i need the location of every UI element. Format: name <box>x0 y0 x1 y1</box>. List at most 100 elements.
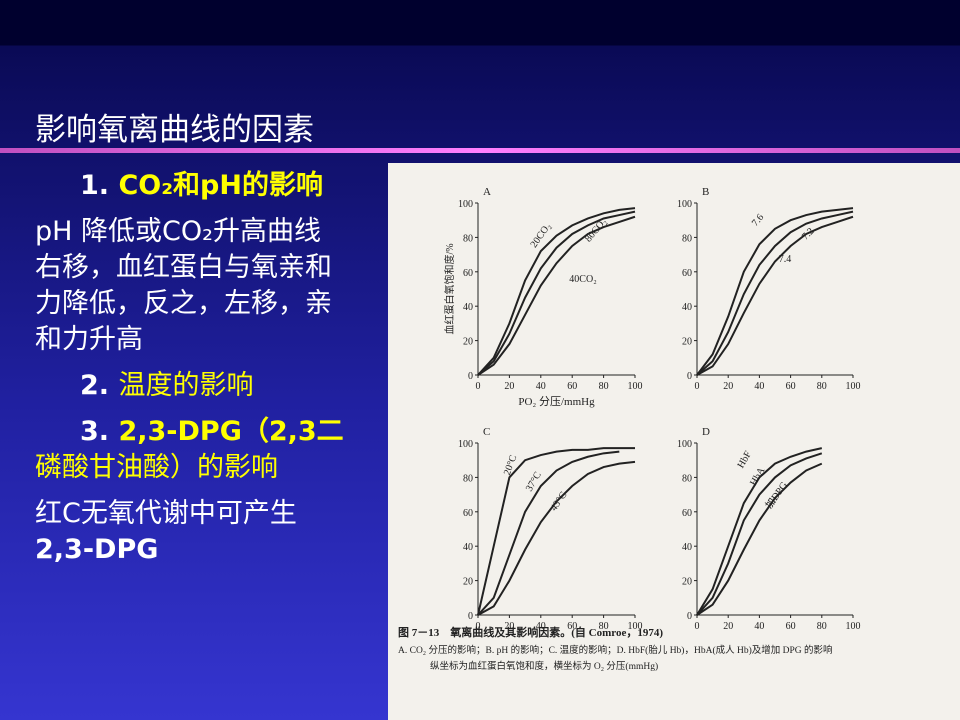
panel-label: D <box>702 426 710 438</box>
x-tick-label: 0 <box>476 381 481 392</box>
paragraph: 1. CO₂和pH的影响 <box>35 168 395 204</box>
x-tick-label: 20 <box>723 381 733 392</box>
curve-label: 7.6 <box>750 212 766 229</box>
panel-label: A <box>483 186 491 198</box>
x-tick-label: 60 <box>567 621 577 632</box>
line: 右移，血红蛋白与氧亲和 <box>35 250 395 286</box>
curve <box>696 462 823 616</box>
curve <box>696 452 823 616</box>
x-tick-label: 60 <box>567 381 577 392</box>
x-tick-label: 100 <box>628 621 643 632</box>
y-axis-label: 血红蛋白氧饱和度/% <box>443 243 456 334</box>
y-tick-label: 40 <box>682 542 692 553</box>
y-tick-label: 20 <box>682 337 692 348</box>
figure-image: A 0 20 40 60 80 100 0 20 40 60 80 100 血红蛋白氧饱和度/% PO₂ 分… <box>398 186 861 672</box>
text-run: 1. <box>80 170 119 201</box>
x-tick-label: 80 <box>599 381 609 392</box>
y-tick-label: 80 <box>682 233 692 244</box>
x-tick-label: 40 <box>754 621 764 632</box>
slide-title: 影响氧离曲线的因素 <box>35 112 314 148</box>
y-tick-label: 20 <box>463 577 473 588</box>
curve-label: HbA <box>748 465 768 488</box>
x-tick-label: 0 <box>476 621 481 632</box>
x-tick-label: 20 <box>723 621 733 632</box>
curve-label: 7.2 <box>800 226 817 243</box>
line: 1. CO₂和pH的影响 <box>35 168 395 204</box>
text-run: 和力升高 <box>35 324 143 355</box>
body-text: 1. CO₂和pH的影响 pH 降低或CO₂升高曲线 右移，血红蛋白与氧亲和 力降低，… <box>35 168 395 578</box>
y-tick-label: 60 <box>682 268 692 279</box>
y-tick-label: 100 <box>677 199 692 210</box>
paragraph: 红C无氧代谢中可产生 2,3-DPG <box>35 496 395 568</box>
x-tick-label: 100 <box>846 381 861 392</box>
curve <box>696 210 854 376</box>
line: pH 降低或CO₂升高曲线 <box>35 214 395 250</box>
text-run: pH 降低或CO₂升高曲线 <box>35 216 321 247</box>
line: 2,3-DPG <box>35 532 395 568</box>
x-tick-label: 60 <box>786 381 796 392</box>
caption: 图 7－13 氧离曲线及其影响因素。(自 Comroe，1974) <box>398 625 663 639</box>
y-tick-label: 100 <box>458 439 473 450</box>
curve <box>696 207 854 376</box>
x-tick-label: 80 <box>599 621 609 632</box>
figure: A 0 20 40 60 80 100 0 20 40 60 80 100 血红蛋白氧饱和度/% PO₂ 分… <box>388 163 960 720</box>
y-tick-label: 80 <box>463 233 473 244</box>
text-run: 3. <box>80 416 119 447</box>
curve <box>477 450 620 616</box>
y-tick-label: 60 <box>463 508 473 519</box>
x-tick-label: 40 <box>754 381 764 392</box>
curve <box>477 447 635 616</box>
paragraph: 3. 2,3-DPG（2,3二 磷酸甘油酸）的影响 <box>35 414 395 486</box>
curve-label: 43°C <box>549 490 570 514</box>
panel-label: C <box>483 426 490 438</box>
x-tick-label: 80 <box>817 621 827 632</box>
y-tick-label: 0 <box>468 371 473 382</box>
y-tick-label: 100 <box>677 439 692 450</box>
curve <box>477 210 636 376</box>
paragraph: pH 降低或CO₂升高曲线 右移，血红蛋白与氧亲和 力降低，反之，左移，亲 和力升高 <box>35 214 395 358</box>
x-tick-label: 60 <box>786 621 796 632</box>
paragraph: 2. 温度的影响 <box>35 368 395 404</box>
x-axis-label: PO₂ 分压/mmHg <box>518 395 595 408</box>
line: 3. 2,3-DPG（2,3二 <box>35 414 395 450</box>
line: 力降低，反之，左移，亲 <box>35 286 395 322</box>
y-tick-label: 40 <box>682 302 692 313</box>
x-tick-label: 0 <box>695 621 700 632</box>
y-tick-label: 0 <box>687 611 692 622</box>
curve-label: 40CO₂ <box>569 274 596 285</box>
divider <box>0 148 960 153</box>
x-tick-label: 20 <box>504 381 514 392</box>
y-tick-label: 40 <box>463 542 473 553</box>
curve-label: 7.4 <box>779 254 792 265</box>
curve-label: 80CO₂ <box>583 216 609 244</box>
x-tick-label: 40 <box>536 381 546 392</box>
text-run: CO₂和pH的影响 <box>118 170 323 201</box>
curve-label: HbF <box>736 449 755 470</box>
curve <box>696 447 823 616</box>
y-tick-label: 60 <box>463 268 473 279</box>
x-tick-label: 100 <box>628 381 643 392</box>
line: 磷酸甘油酸）的影响 <box>35 450 395 486</box>
x-tick-label: 0 <box>695 381 700 392</box>
line: 红C无氧代谢中可产生 <box>35 496 395 532</box>
text-run: 2. <box>80 370 119 401</box>
text-run: 右移，血红蛋白与氧亲和 <box>35 252 332 283</box>
y-tick-label: 40 <box>463 302 473 313</box>
y-tick-label: 0 <box>687 371 692 382</box>
curve <box>477 460 636 616</box>
y-tick-label: 80 <box>682 473 692 484</box>
text-run: 温度的影响 <box>118 370 254 401</box>
caption: A. CO₂ 分压的影响；B. pH 的影响；C. 温度的影响；D. HbF(胎… <box>398 644 833 656</box>
curve-label: 加DPG <box>763 480 790 511</box>
text-run: 2,3-DPG <box>35 534 159 565</box>
caption: 纵坐标为血红蛋白氧饱和度，横坐标为 O₂ 分压(mmHg) <box>430 660 658 672</box>
y-tick-label: 100 <box>458 199 473 210</box>
x-tick-label: 40 <box>536 621 546 632</box>
text-run: 2,3-DPG（2,3二 <box>118 416 344 447</box>
curve <box>477 207 636 376</box>
y-tick-label: 0 <box>468 611 473 622</box>
x-tick-label: 20 <box>504 621 514 632</box>
text-run: 磷酸甘油酸）的影响 <box>35 452 278 483</box>
text-run: 力降低，反之，左移，亲 <box>35 288 332 319</box>
curve-label: 37°C <box>524 470 544 494</box>
